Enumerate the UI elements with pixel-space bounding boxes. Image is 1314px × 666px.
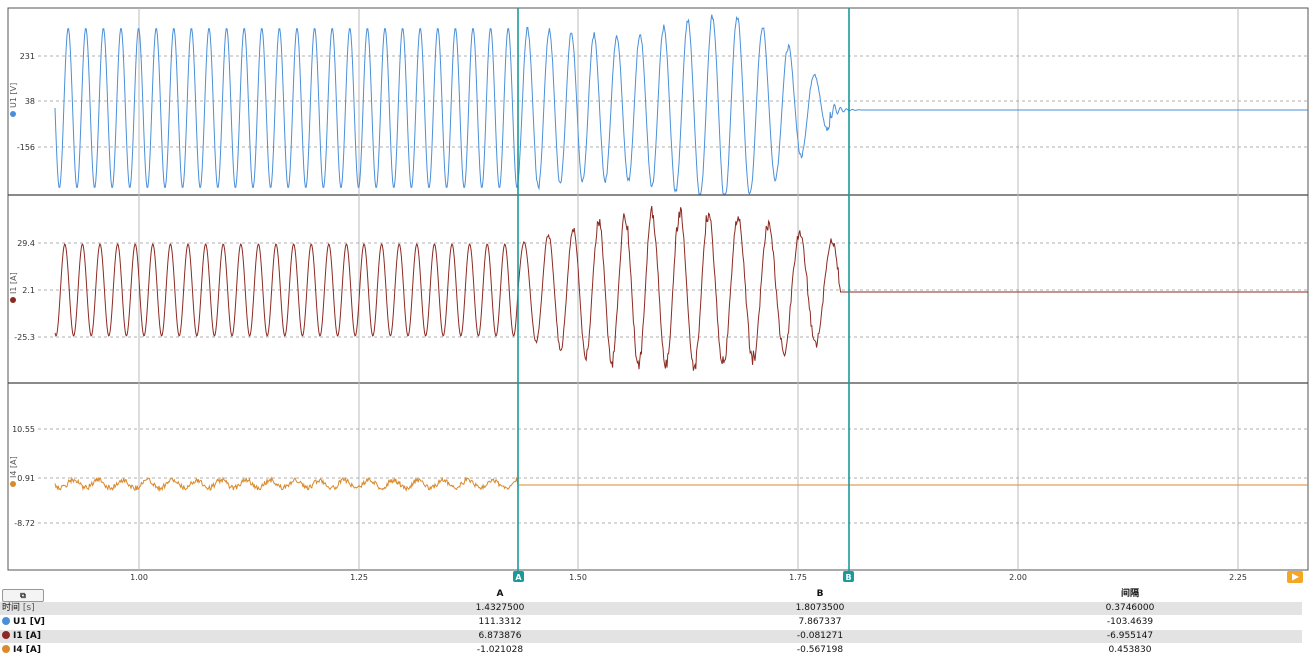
row-value-a: 6.873876 (478, 631, 522, 641)
u1-tick-high: 231 (20, 52, 35, 61)
row-value-b: -0.567198 (796, 645, 844, 655)
cursor-measurement-table: ⧉ A B 间隔 时间 [s] 1.4327500 1.8073500 0.37… (0, 588, 1314, 666)
row-label: U1 [V] (2, 616, 45, 629)
x-tick-2: 1.25 (350, 573, 368, 582)
waveform-plot-area[interactable]: 231 38 -156 29.4 2.1 -25.3 10.55 0.91 -8… (0, 0, 1314, 586)
cursor-b-handle[interactable]: B (843, 571, 854, 582)
svg-text:A: A (515, 573, 522, 582)
row-value-a: 1.4327500 (475, 603, 525, 613)
table-row: I4 [A] -1.021028 -0.567198 0.453830 (0, 644, 1302, 657)
i4-tick-mid: 0.91 (17, 474, 35, 483)
i4-waveform (54, 476, 1308, 493)
i4-channel-label: I4 [A] (9, 456, 18, 487)
i4-tick-high: 10.55 (12, 425, 35, 434)
row-value-b: 1.8073500 (795, 603, 845, 613)
i1-tick-high: 29.4 (17, 239, 35, 248)
cursor-a-handle[interactable]: A (513, 571, 524, 582)
x-tick-1: 1.00 (130, 573, 148, 582)
u1-waveform (54, 14, 1308, 196)
x-tick-3: 1.50 (569, 573, 587, 582)
i1-channel-label: I1 [A] (9, 272, 18, 303)
copy-icon[interactable]: ⧉ (2, 589, 44, 602)
row-label: 时间 [s] (2, 603, 35, 613)
row-value-b: 7.867337 (798, 617, 842, 627)
vertical-gridlines (138, 8, 1239, 570)
waveform-svg[interactable]: 231 38 -156 29.4 2.1 -25.3 10.55 0.91 -8… (0, 0, 1314, 586)
svg-text:B: B (845, 573, 851, 582)
header-b: B (816, 589, 824, 599)
table-row: I1 [A] 6.873876 -0.081271 -6.955147 (0, 630, 1302, 643)
x-tick-4: 1.75 (789, 573, 807, 582)
play-icon[interactable] (1287, 571, 1303, 583)
i4-tick-low: -8.72 (14, 519, 35, 528)
header-delta: 间隔 (1120, 589, 1139, 599)
horizontal-gridlines (38, 55, 1308, 524)
i4-dot-icon (2, 645, 10, 653)
row-value-a: 111.3312 (478, 617, 522, 627)
u1-tick-mid: 38 (25, 97, 35, 106)
u1-tick-low: -156 (17, 143, 35, 152)
x-tick-6: 2.25 (1229, 573, 1247, 582)
row-label: I4 [A] (2, 644, 41, 657)
header-a: A (496, 589, 504, 599)
x-tick-5: 2.00 (1009, 573, 1027, 582)
i1-dot-icon (2, 631, 10, 639)
svg-text:I1 [A]: I1 [A] (9, 272, 18, 294)
table-row: 时间 [s] 1.4327500 1.8073500 0.3746000 (0, 602, 1302, 615)
u1-channel-label: U1 [V] (9, 83, 18, 117)
i1-tick-mid: 2.1 (22, 286, 35, 295)
row-value-delta: -103.4639 (1106, 617, 1154, 627)
table-header-row: ⧉ A B 间隔 (0, 588, 1302, 602)
svg-text:I4 [A]: I4 [A] (9, 456, 18, 478)
plot-frame (7, 7, 1309, 571)
row-value-delta: -6.955147 (1106, 631, 1154, 641)
row-label: I1 [A] (2, 630, 41, 643)
row-value-delta: 0.453830 (1108, 645, 1152, 655)
i1-waveform (54, 205, 1308, 371)
row-value-b: -0.081271 (796, 631, 844, 641)
i1-tick-low: -25.3 (14, 333, 35, 342)
table-row: U1 [V] 111.3312 7.867337 -103.4639 (0, 616, 1302, 629)
row-value-delta: 0.3746000 (1105, 603, 1155, 613)
row-value-a: -1.021028 (476, 645, 524, 655)
u1-dot-icon (2, 617, 10, 625)
svg-text:U1 [V]: U1 [V] (9, 83, 18, 108)
